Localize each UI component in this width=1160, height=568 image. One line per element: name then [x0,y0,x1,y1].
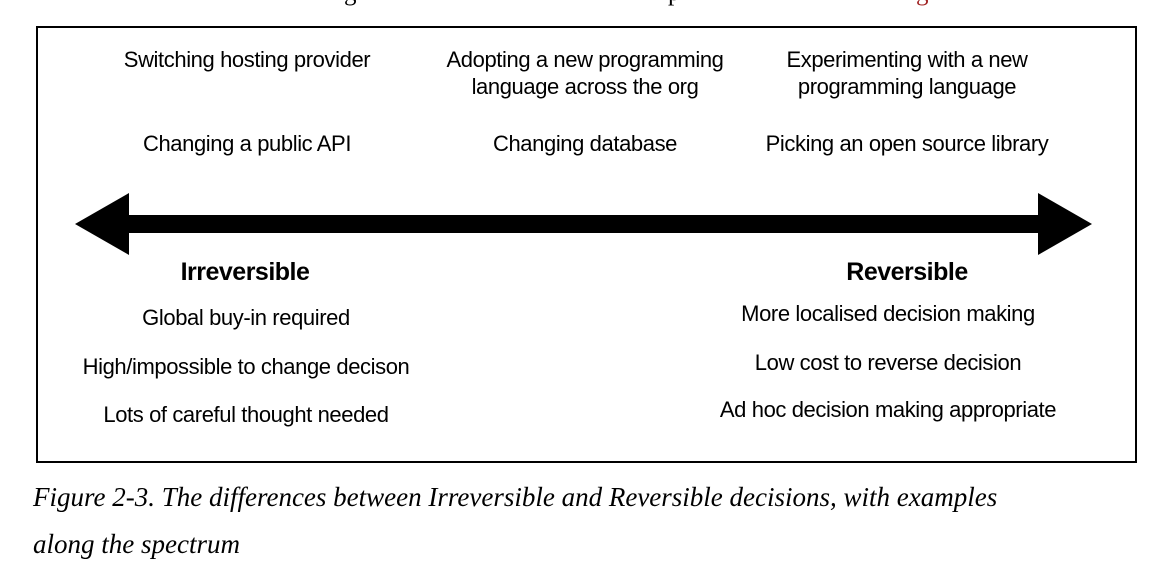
figure-caption-line-1: Figure 2-3. The differences between Irre… [33,482,998,512]
figure-caption: Figure 2-3. The differences between Irre… [33,474,1143,568]
trait-high-cost-to-change: High/impossible to change decison [82,354,410,379]
axis-label-irreversible: Irreversible [180,258,310,286]
spectrum-arrow [75,193,1092,255]
trait-global-buy-in: Global buy-in required [142,305,350,330]
example-experimenting-new-language: Experimenting with a new programming lan… [786,47,1028,99]
clipped-glyph-fragment: p [668,0,681,5]
clipped-text-line: g p g [0,0,1160,9]
arrow-head-right [1038,193,1092,255]
arrow-shaft [126,215,1042,233]
figure-2-3-diagram: Switching hosting provider Adopting a ne… [36,26,1137,463]
example-changing-public-api: Changing a public API [142,131,352,156]
trait-localised-decisions: More localised decision making [741,301,1035,326]
trait-careful-thought: Lots of careful thought needed [103,402,389,427]
arrow-head-left [75,193,129,255]
example-changing-database: Changing database [492,131,678,156]
example-switching-hosting-provider: Switching hosting provider [123,47,371,72]
figure-caption-line-2: along the spectrum [33,529,240,559]
trait-low-cost-reverse: Low cost to reverse decision [754,350,1022,375]
example-adopting-new-language-org: Adopting a new programming language acro… [446,47,724,99]
trait-ad-hoc-decisions: Ad hoc decision making appropriate [719,397,1057,422]
clipped-glyph-fragment: g [344,0,357,5]
axis-label-reversible: Reversible [846,258,968,286]
example-picking-open-source-library: Picking an open source library [765,131,1049,156]
clipped-link-glyph-fragment: g [916,0,929,5]
